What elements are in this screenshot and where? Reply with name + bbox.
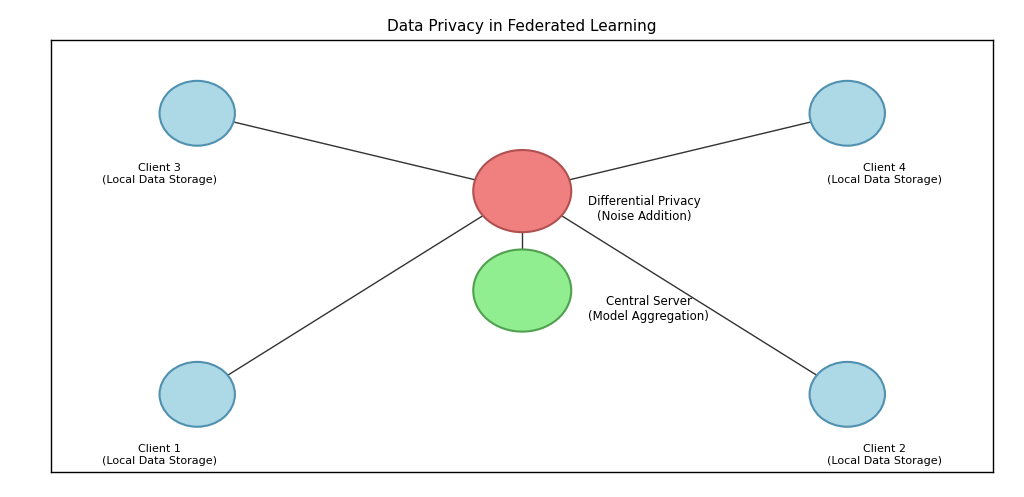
Text: Client 1
(Local Data Storage): Client 1 (Local Data Storage) <box>102 444 217 466</box>
Ellipse shape <box>160 81 234 146</box>
Ellipse shape <box>160 362 234 427</box>
Text: Client 4
(Local Data Storage): Client 4 (Local Data Storage) <box>827 163 942 184</box>
Ellipse shape <box>473 249 571 331</box>
Ellipse shape <box>473 150 571 232</box>
Text: Differential Privacy
(Noise Addition): Differential Privacy (Noise Addition) <box>588 195 701 224</box>
Ellipse shape <box>810 81 885 146</box>
Text: Central Server
(Model Aggregation): Central Server (Model Aggregation) <box>588 295 709 323</box>
Ellipse shape <box>810 362 885 427</box>
Title: Data Privacy in Federated Learning: Data Privacy in Federated Learning <box>387 19 657 34</box>
Text: Client 2
(Local Data Storage): Client 2 (Local Data Storage) <box>827 444 942 466</box>
Text: Client 3
(Local Data Storage): Client 3 (Local Data Storage) <box>102 163 217 184</box>
